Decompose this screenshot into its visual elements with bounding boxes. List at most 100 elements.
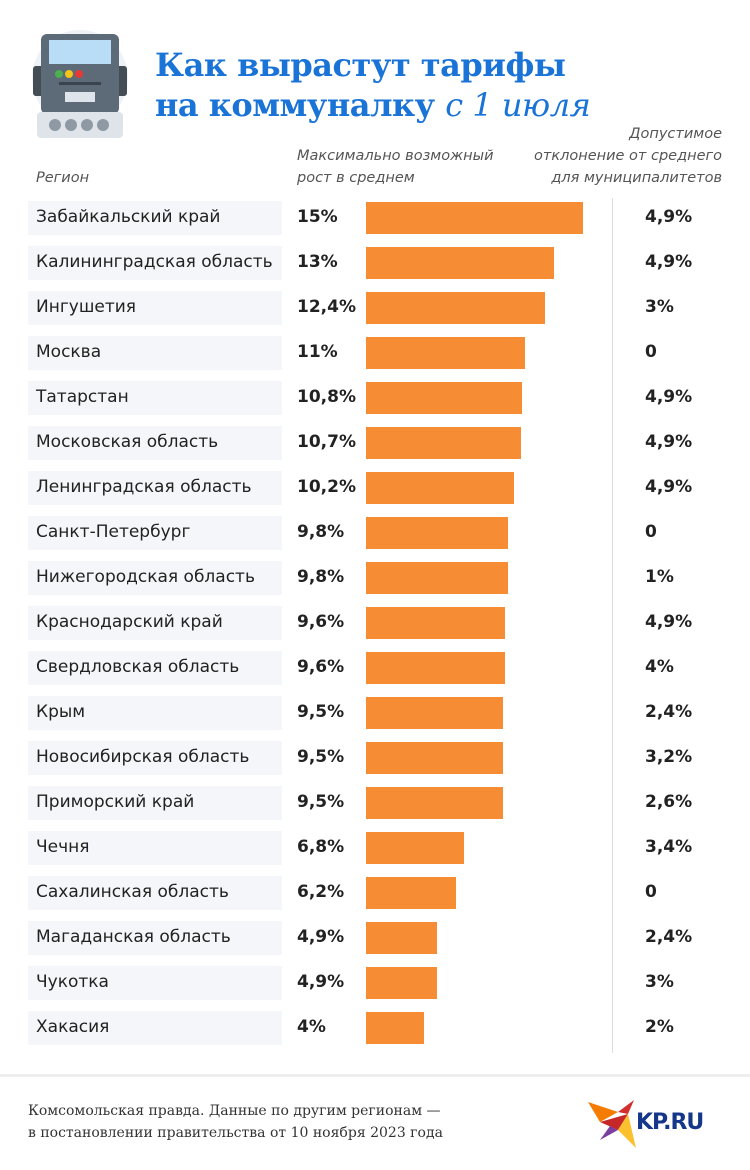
header-growth-line2: рост в среднем [297,170,415,186]
deviation-value: 4,9% [645,207,693,227]
footer-line1: Комсомольская правда. Данные по другим р… [28,1103,441,1119]
region-name: Забайкальский край [36,207,221,227]
growth-bar [366,382,523,414]
header-deviation-line2: отклонение от среднего [534,148,722,164]
footer-divider [0,1074,750,1077]
region-background [28,966,282,1000]
region-name: Краснодарский край [36,612,223,632]
region-name: Чукотка [36,972,109,992]
header-deviation: Допустимое отклонение от среднего для муни… [534,123,722,189]
growth-value-label: 9,5% [297,702,345,722]
growth-bar [366,922,437,954]
region-name: Москва [36,342,102,362]
chart-row: Нижегородская область 9,8% 1% [0,556,750,601]
growth-value-label: 9,6% [297,612,345,632]
growth-bar [366,517,508,549]
region-background [28,336,282,370]
region-name: Хакасия [36,1017,110,1037]
deviation-value: 3% [645,297,674,317]
growth-value-label: 10,7% [297,432,356,452]
deviation-value: 1% [645,567,674,587]
growth-value-label: 4% [297,1017,326,1037]
deviation-value: 0 [645,522,657,542]
header-deviation-line3: для муниципалитетов [551,170,722,186]
region-background [28,1011,282,1045]
growth-bar [366,652,505,684]
header-deviation-line1: Допустимое [629,126,722,142]
kp-logo-bird-icon [588,1100,636,1148]
growth-bar [366,787,504,819]
deviation-value: 2% [645,1017,674,1037]
region-name: Свердловская область [36,657,240,677]
region-name: Нижегородская область [36,567,255,587]
growth-value-label: 12,4% [297,297,356,317]
growth-bar [366,697,504,729]
chart-row: Чечня 6,8% 3,4% [0,826,750,871]
chart-row: Краснодарский край 9,6% 4,9% [0,601,750,646]
kp-logo-text: KP.RU [636,1110,704,1135]
growth-bar [366,832,465,864]
deviation-value: 4,9% [645,252,693,272]
region-background [28,741,282,775]
chart-row: Магаданская область 4,9% 2,4% [0,916,750,961]
footer-source: Комсомольская правда. Данные по другим р… [28,1100,443,1144]
region-background [28,876,282,910]
region-name: Приморский край [36,792,195,812]
growth-bar [366,337,526,369]
growth-bar [366,967,437,999]
header-growth: Максимально возможный рост в среднем [297,145,494,189]
region-background [28,426,282,460]
region-name: Новосибирская область [36,747,250,767]
deviation-value: 4,9% [645,387,693,407]
deviation-value: 4% [645,657,674,677]
growth-bar [366,877,456,909]
chart-row: Хакасия 4% 2% [0,1006,750,1051]
title-line2: на коммуналку с 1 июля [155,86,591,124]
deviation-value: 0 [645,882,657,902]
region-name: Ленинградская область [36,477,252,497]
chart-row: Ингушетия 12,4% 3% [0,286,750,331]
chart-row: Калининградская область 13% 4,9% [0,241,750,286]
region-name: Ингушетия [36,297,137,317]
deviation-value: 3,2% [645,747,693,767]
chart-row: Новосибирская область 9,5% 3,2% [0,736,750,781]
title-bold: на коммуналку [155,86,435,124]
region-background [28,831,282,865]
growth-value-label: 9,8% [297,522,345,542]
growth-value-label: 9,5% [297,747,345,767]
region-name: Санкт-Петербург [36,522,191,542]
deviation-value: 4,9% [645,432,693,452]
region-background [28,696,282,730]
region-background [28,921,282,955]
chart-row: Москва 11% 0 [0,331,750,376]
deviation-value: 3% [645,972,674,992]
growth-bar [366,292,546,324]
region-background [28,561,282,595]
region-name: Сахалинская область [36,882,229,902]
region-background [28,291,282,325]
region-name: Магаданская область [36,927,231,947]
growth-value-label: 4,9% [297,927,345,947]
growth-value-label: 6,8% [297,837,345,857]
chart-row: Приморский край 9,5% 2,6% [0,781,750,826]
growth-value-label: 9,8% [297,567,345,587]
deviation-value: 4,9% [645,612,693,632]
chart-row: Чукотка 4,9% 3% [0,961,750,1006]
region-background [28,516,282,550]
deviation-value: 0 [645,342,657,362]
header-region: Регион [36,170,90,186]
growth-bar [366,247,555,279]
growth-value-label: 9,5% [297,792,345,812]
deviation-value: 2,6% [645,792,693,812]
chart-row: Свердловская область 9,6% 4% [0,646,750,691]
growth-value-label: 10,8% [297,387,356,407]
region-background [28,471,282,505]
deviation-value: 4,9% [645,477,693,497]
region-background [28,786,282,820]
chart-row: Московская область 10,7% 4,9% [0,421,750,466]
growth-value-label: 15% [297,207,338,227]
growth-value-label: 10,2% [297,477,356,497]
growth-bar [366,562,508,594]
title-italic: с 1 июля [445,86,591,124]
